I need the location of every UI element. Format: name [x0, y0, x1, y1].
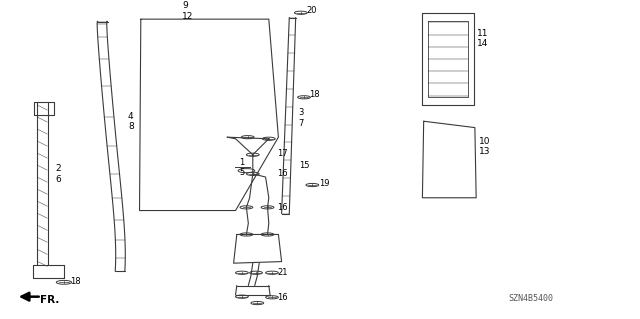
Text: 16: 16 [277, 203, 288, 212]
Text: 16: 16 [277, 169, 288, 178]
Text: 18: 18 [309, 90, 320, 99]
Text: SZN4B5400: SZN4B5400 [509, 294, 554, 303]
Text: 15: 15 [299, 161, 309, 170]
Text: 9
12: 9 12 [182, 2, 194, 21]
Text: 19: 19 [319, 179, 329, 188]
Text: 11
14: 11 14 [477, 29, 488, 48]
Text: 2
6: 2 6 [55, 164, 61, 183]
Text: 4
8: 4 8 [128, 112, 134, 131]
Text: 21: 21 [277, 268, 287, 277]
Text: 1
5: 1 5 [239, 158, 244, 177]
Text: FR.: FR. [40, 295, 59, 305]
Text: 17: 17 [277, 149, 288, 158]
Text: 16: 16 [277, 293, 288, 302]
Text: 3
7: 3 7 [298, 108, 303, 128]
Text: 20: 20 [306, 6, 316, 15]
Text: 18: 18 [70, 277, 81, 286]
Text: 10
13: 10 13 [479, 137, 490, 156]
